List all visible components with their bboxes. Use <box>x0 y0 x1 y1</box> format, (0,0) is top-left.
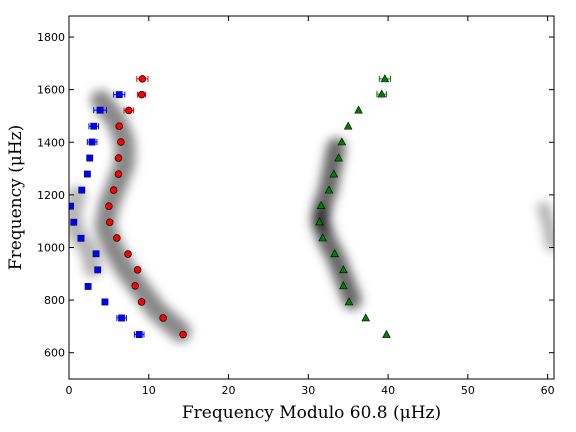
y-tick-label: 600 <box>44 347 65 360</box>
x-tick-label: 10 <box>142 384 156 397</box>
axis-ticks: 0 10 20 30 40 50 60 600 800 1000 1200 1400 1600 1800 <box>37 16 555 397</box>
data-markers <box>69 74 391 339</box>
blue-square-point <box>96 106 104 114</box>
y-tick-label: 1200 <box>37 189 65 202</box>
red-circle-point <box>159 314 167 322</box>
green-triangle-point <box>324 185 334 194</box>
x-axis-title: Frequency Modulo 60.8 (μHz) <box>182 403 441 423</box>
plot-frame <box>68 15 555 380</box>
green-triangle-point <box>337 137 347 146</box>
blue-square-point <box>77 234 85 242</box>
blue-square-point <box>115 91 123 99</box>
x-tick-label: 30 <box>301 384 315 397</box>
green-triangle-point <box>382 329 391 338</box>
density-ridge <box>537 201 554 252</box>
red-circle-point <box>138 75 147 83</box>
red-circle-point <box>115 122 124 130</box>
green-triangle-point <box>361 313 371 322</box>
red-circle-point <box>125 106 133 115</box>
blue-square-point <box>94 266 102 274</box>
y-tick-label: 800 <box>44 294 65 307</box>
red-circle-point <box>105 202 113 210</box>
green-triangle-point <box>380 74 390 83</box>
green-triangle-point <box>315 217 324 226</box>
density-ridge <box>69 186 102 278</box>
red-circle-point <box>114 154 123 162</box>
blue-square-point <box>86 154 94 162</box>
x-tick-label: 60 <box>541 384 555 397</box>
red-circle-point <box>113 234 121 242</box>
blue-square-point <box>70 218 78 226</box>
x-tick-label: 20 <box>222 384 236 397</box>
density-ridge <box>90 89 192 343</box>
green-triangle-point <box>316 201 326 209</box>
red-circle-point <box>131 282 139 290</box>
green-triangle-point <box>354 105 363 114</box>
green-triangle-point <box>339 265 348 274</box>
green-triangle-point <box>329 169 339 178</box>
x-tick-label: 50 <box>461 384 475 397</box>
green-triangle-point <box>343 121 353 130</box>
plot-area <box>69 16 554 379</box>
y-tick-label: 1400 <box>37 136 65 149</box>
blue-square-point <box>101 298 109 306</box>
blue-square-point <box>92 250 100 258</box>
red-circle-point <box>109 186 118 194</box>
red-circle-point <box>133 266 142 274</box>
y-tick-label: 1600 <box>37 84 65 97</box>
red-circle-point <box>114 170 123 178</box>
blue-square-point <box>69 202 74 210</box>
blue-square-point <box>88 138 96 146</box>
blue-square-point <box>90 122 98 130</box>
green-triangle-point <box>330 249 339 258</box>
red-circle-point <box>105 218 114 226</box>
y-axis-title: Frequency (μHz) <box>6 125 26 270</box>
red-circle-point <box>179 330 187 339</box>
red-circle-point <box>124 250 132 258</box>
green-triangle-point <box>334 153 343 162</box>
red-circle-point <box>137 90 146 99</box>
green-triangle-point <box>344 297 354 306</box>
green-triangle-point <box>377 89 387 98</box>
blue-square-point <box>78 186 86 194</box>
green-triangle-point <box>339 281 348 290</box>
x-tick-label: 0 <box>66 384 73 397</box>
y-tick-label: 1800 <box>37 31 65 44</box>
blue-square-point <box>84 283 92 290</box>
blue-square-point <box>118 314 126 322</box>
x-tick-label: 40 <box>381 384 395 397</box>
red-circle-point <box>137 298 146 306</box>
red-circle-point <box>117 138 125 146</box>
blue-square-point <box>83 170 91 178</box>
green-triangle-point <box>318 233 327 242</box>
y-tick-label: 1000 <box>37 241 65 254</box>
blue-square-point <box>135 331 143 338</box>
